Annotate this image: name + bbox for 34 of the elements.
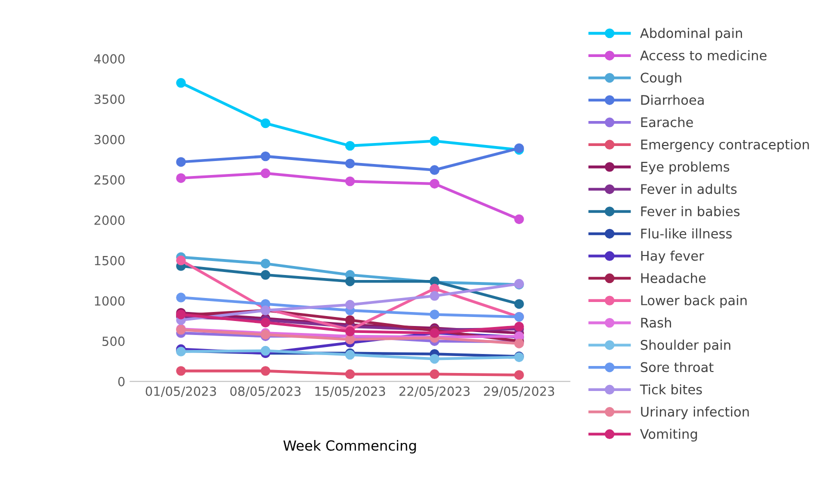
legend-label: Abdominal pain bbox=[640, 28, 742, 41]
x-tick-label: 01/05/2023 bbox=[146, 386, 216, 397]
legend-label: Earache bbox=[641, 116, 693, 128]
x-tick-label: 08/05/2023 bbox=[230, 386, 301, 397]
legend-label: Tick bites bbox=[640, 384, 702, 394]
x-tick-label: 29/05/2023 bbox=[484, 386, 554, 397]
legend-label: Diarrhoea bbox=[641, 94, 704, 105]
legend-label: Hay fever bbox=[641, 250, 704, 264]
y-tick-label: 3000 bbox=[94, 134, 125, 144]
legend-label: Headache bbox=[641, 272, 706, 284]
legend-label: Fever in adults bbox=[641, 184, 737, 194]
y-tick-label: 3500 bbox=[94, 94, 125, 104]
y-tick-label: 2000 bbox=[94, 216, 125, 225]
x-tick-label: 15/05/2023 bbox=[315, 386, 386, 397]
legend-label: Flu-like illness bbox=[641, 228, 732, 239]
legend-label: Cough bbox=[640, 72, 682, 86]
y-tick-label: 0 bbox=[118, 376, 125, 386]
legend-label: Eye problems bbox=[641, 162, 730, 174]
legend-label: Vomiting bbox=[640, 428, 697, 442]
x-axis-title: Week Commencing bbox=[283, 440, 416, 454]
legend-label: Fever in babies bbox=[641, 206, 740, 216]
legend-label: Rash bbox=[641, 317, 672, 328]
legend-label: Emergency contraception bbox=[641, 139, 809, 152]
y-tick-label: 2500 bbox=[94, 175, 125, 185]
legend-label: Sore throat bbox=[640, 362, 714, 372]
legend-label: Lower back pain bbox=[641, 295, 747, 308]
y-tick-label: 1000 bbox=[94, 296, 125, 306]
legend-label: Shoulder pain bbox=[640, 340, 730, 352]
x-tick-label: 22/05/2023 bbox=[399, 386, 470, 397]
legend-label: Access to medicine bbox=[640, 50, 766, 60]
y-tick-label: 4000 bbox=[94, 54, 125, 64]
y-tick-label: 1500 bbox=[94, 256, 125, 266]
y-tick-label: 500 bbox=[102, 336, 125, 346]
legend-label: Urinary infection bbox=[641, 406, 749, 420]
